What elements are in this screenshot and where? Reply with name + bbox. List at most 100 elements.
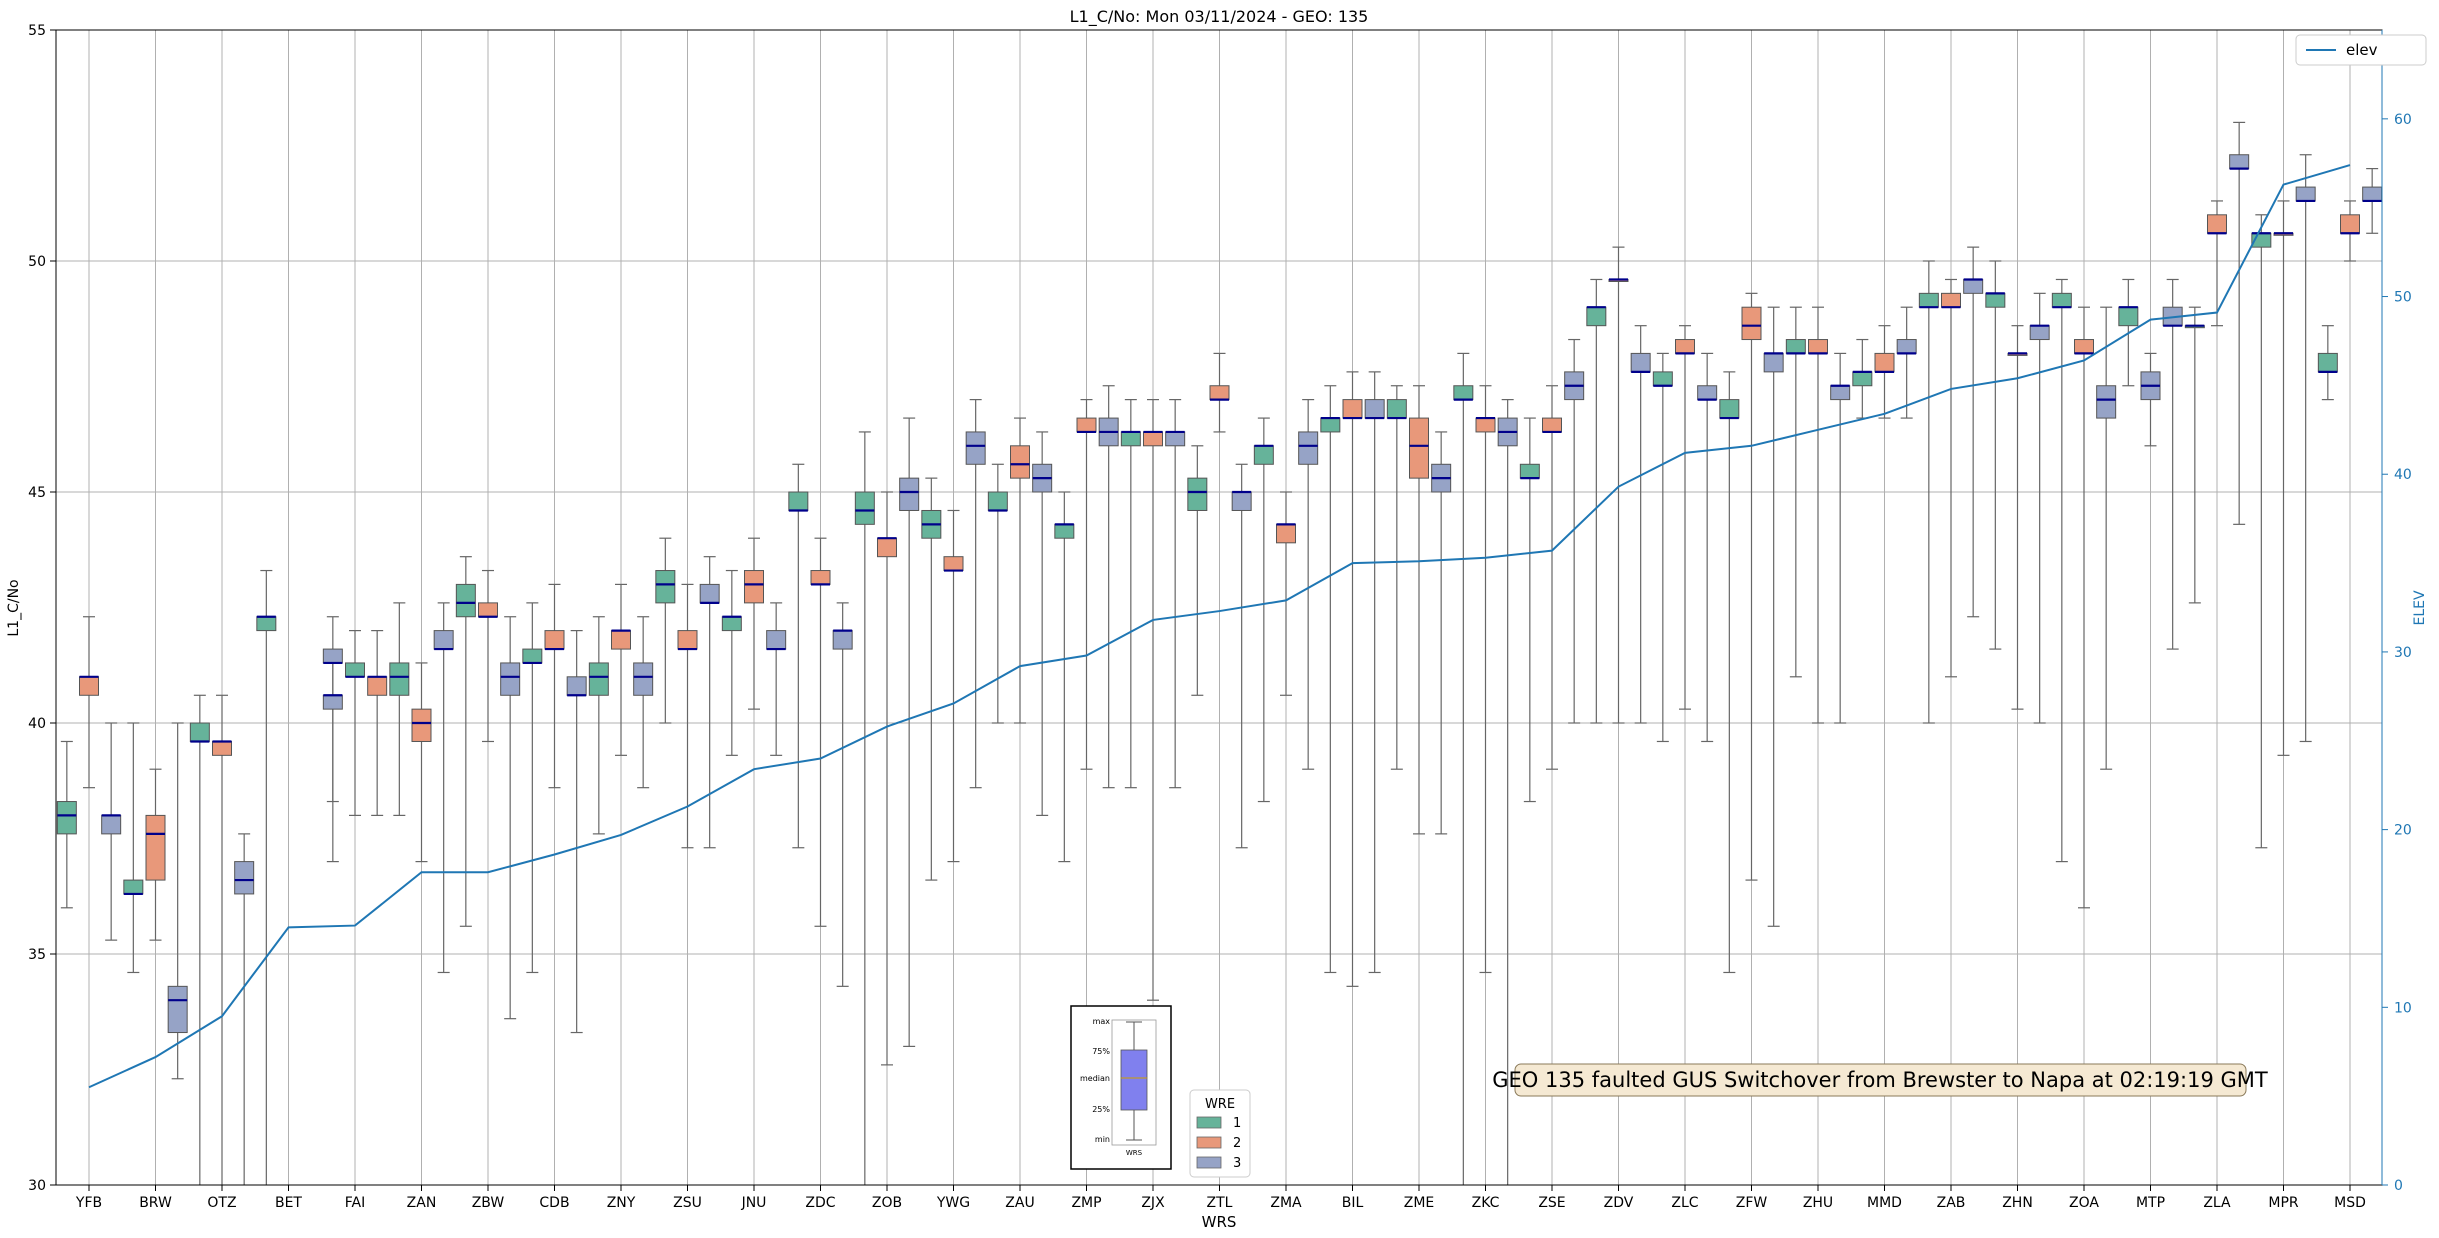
- box-zlc-wre2: [1675, 339, 1695, 354]
- x-tick-label: ZOB: [872, 1195, 902, 1211]
- box-zdc-wre1: [788, 491, 809, 511]
- boxes: [56, 154, 2383, 1034]
- x-tick-label: MSD: [2334, 1195, 2366, 1211]
- inset-label-median: median: [1080, 1074, 1110, 1083]
- box-explainer-inset: max 75% median 25% min WRS: [1070, 1005, 1172, 1170]
- box-fai-wre1: [345, 662, 365, 678]
- y2-tick-label: 20: [2394, 823, 2412, 839]
- box-zob-wre2: [877, 537, 897, 558]
- box-mpr-wre3: [2295, 186, 2316, 202]
- x-tick-label: ZLA: [2203, 1195, 2231, 1211]
- box-zbw-wre2: [478, 602, 498, 618]
- box-zan-wre3: [433, 630, 454, 650]
- box-zab-wre1: [1918, 292, 1939, 308]
- x-tick-label: ZAN: [407, 1195, 437, 1211]
- box-zlc-wre1: [1652, 371, 1673, 387]
- box-ztl-wre3: [1231, 491, 1252, 511]
- y-axis-label: L1_C/No: [6, 579, 22, 636]
- box-fai-wre3: [322, 694, 343, 710]
- x-tick-label: ZDV: [1604, 1195, 1634, 1211]
- x-tick-label: MTP: [2136, 1195, 2165, 1211]
- x-axis-label: WRS: [1202, 1213, 1237, 1231]
- box-zdv-wre3: [1630, 352, 1651, 373]
- y-tick-label: 50: [28, 254, 46, 270]
- box-zjx-wre3: [1165, 431, 1186, 447]
- x-tick-label: YWG: [936, 1195, 970, 1211]
- box-zny-wre3: [633, 662, 654, 696]
- box-brw-wre2: [145, 814, 166, 881]
- box-zdc-wre2: [810, 570, 831, 585]
- annotation-box: [1514, 1063, 2247, 1097]
- box-yfb-wre2: [79, 676, 99, 696]
- box-zoa-wre1: [2051, 292, 2072, 308]
- annotation-text: GEO 135 faulted GUS Switchover from Brew…: [1492, 1068, 2268, 1092]
- box-brw-wre3: [167, 985, 188, 1034]
- annotation-group: GEO 135 faulted GUS Switchover from Brew…: [1492, 1063, 2268, 1097]
- y2-tick-label: 10: [2394, 1000, 2412, 1016]
- y2-tick-label: 50: [2394, 290, 2412, 306]
- box-ztl-wre2: [1209, 385, 1230, 401]
- x-tick-label: BET: [275, 1195, 302, 1211]
- x-tick-label: ZMP: [1071, 1195, 1101, 1211]
- wre-legend-label-1: 1: [1233, 1116, 1241, 1131]
- box-bil-wre1: [1320, 417, 1341, 433]
- x-tick-label: ZHN: [2002, 1195, 2033, 1211]
- elev-legend-label: elev: [2346, 41, 2378, 59]
- x-tick-label: CDB: [539, 1195, 569, 1211]
- box-msd-wre2: [2340, 214, 2360, 234]
- box-zau-wre1: [987, 491, 1008, 511]
- y-tick-label: 30: [28, 1178, 46, 1194]
- box-otz-wre1: [189, 722, 210, 742]
- wre-legend-swatch-3: [1196, 1156, 1222, 1169]
- x-tick-label: OTZ: [207, 1195, 236, 1211]
- box-zjx-wre1: [1120, 431, 1141, 447]
- box-zan-wre1: [389, 662, 410, 696]
- box-jnu-wre2: [744, 570, 764, 604]
- inset-axes: [1111, 1019, 1157, 1146]
- box-brw-wre1: [123, 879, 144, 895]
- x-tick-label: ZOA: [2069, 1195, 2099, 1211]
- box-zhu-wre2: [1808, 339, 1828, 354]
- box-zma-wre2: [1276, 523, 1296, 544]
- inset-label-max: max: [1093, 1017, 1111, 1026]
- inset-label-min: min: [1095, 1135, 1110, 1144]
- box-zma-wre3: [1298, 431, 1319, 465]
- axes: 30 35 40 45 50 55 0 10 20 30 40 50 60 YFB BRW OTZ BET FAI…: [28, 23, 2412, 1211]
- y2-tick-label: 40: [2394, 467, 2412, 483]
- box-otz-wre3: [234, 861, 255, 895]
- box-jnu-wre1: [721, 616, 742, 632]
- inset-label-q1: 25%: [1092, 1105, 1110, 1114]
- box-mtp-wre1: [2118, 306, 2139, 327]
- elev-legend: elev: [2295, 34, 2427, 66]
- box-jnu-wre3: [766, 630, 787, 650]
- box-bet-wre1: [256, 616, 277, 632]
- y2-tick-label: 60: [2394, 112, 2412, 128]
- box-zla-wre2: [2207, 214, 2227, 234]
- box-yfb-wre1: [56, 801, 77, 835]
- box-zma-wre1: [1253, 445, 1274, 465]
- box-zob-wre3: [899, 477, 920, 511]
- box-zlc-wre3: [1697, 385, 1718, 401]
- box-zfw-wre3: [1763, 352, 1784, 373]
- box-zhu-wre1: [1785, 339, 1806, 354]
- wre-legend: WRE 1 2 3: [1189, 1089, 1251, 1178]
- wre-legend-swatch-1: [1196, 1116, 1222, 1129]
- box-zbw-wre3: [500, 662, 521, 696]
- x-tick-label: MMD: [1867, 1195, 1902, 1211]
- box-zhn-wre3: [2029, 325, 2050, 341]
- box-zob-wre1: [854, 491, 875, 525]
- chart-title: L1_C/No: Mon 03/11/2024 - GEO: 135: [1070, 7, 1369, 27]
- x-tick-label: ZDC: [805, 1195, 835, 1211]
- wre-legend-swatch-2: [1196, 1136, 1222, 1149]
- box-msd-wre1: [2317, 352, 2338, 373]
- box-zme-wre1: [1386, 399, 1407, 419]
- y2-tick-label: 30: [2394, 645, 2412, 661]
- y-tick-label: 45: [28, 485, 46, 501]
- box-zkc-wre2: [1475, 417, 1496, 433]
- box-zla-wre3: [2229, 154, 2250, 170]
- x-tick-label: BIL: [1342, 1195, 1364, 1211]
- box-cdb-wre2: [544, 630, 565, 650]
- wre-legend-label-3: 3: [1233, 1156, 1241, 1171]
- y-tick-label: 35: [28, 947, 46, 963]
- box-zfw-wre1: [1719, 399, 1740, 419]
